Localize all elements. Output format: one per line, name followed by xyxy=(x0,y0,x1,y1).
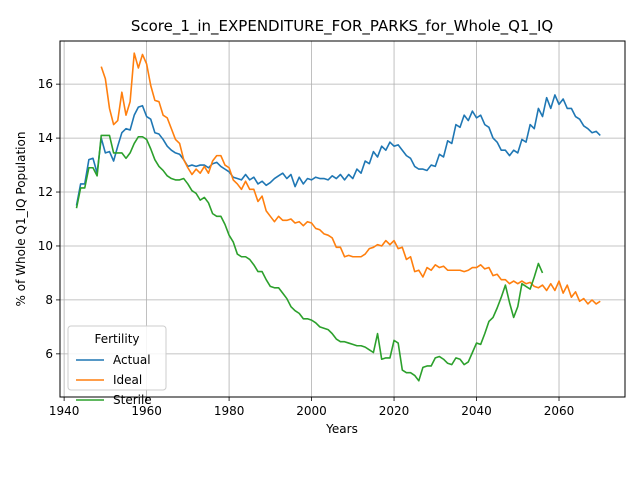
x-tick-label: 1980 xyxy=(214,404,245,418)
y-tick-label: 16 xyxy=(38,77,53,91)
series-line-sterile xyxy=(75,134,544,382)
x-axis-ticks: 1940 1960 1980 2000 2020 2040 2060 xyxy=(49,397,574,418)
y-axis-ticks: 6 8 10 12 14 16 xyxy=(38,77,60,361)
series-line-actual xyxy=(75,94,601,206)
y-axis-label: % of Whole Q1_IQ Population xyxy=(14,132,28,307)
x-tick-label: 2000 xyxy=(296,404,327,418)
legend-label-actual: Actual xyxy=(113,353,151,367)
x-tick-label: 1960 xyxy=(131,404,162,418)
y-tick-label: 10 xyxy=(38,239,53,253)
y-tick-label: 12 xyxy=(38,185,53,199)
legend-label-sterile: Sterile xyxy=(113,393,152,407)
y-tick-label: 8 xyxy=(45,293,53,307)
axes-frame xyxy=(59,40,626,398)
legend-label-ideal: Ideal xyxy=(113,373,142,387)
legend-title: Fertility xyxy=(94,332,139,346)
x-tick-label: 1940 xyxy=(49,404,80,418)
chart-title: Score_1_in_EXPENDITURE_FOR_PARKS_for_Who… xyxy=(131,17,553,36)
y-tick-label: 6 xyxy=(45,347,53,361)
y-tick-label: 14 xyxy=(38,131,53,145)
series-line-ideal xyxy=(100,52,601,305)
x-tick-label: 2020 xyxy=(379,404,410,418)
series-lines xyxy=(75,52,601,382)
legend-box xyxy=(67,325,167,391)
legend: Fertility Actual Ideal Sterile xyxy=(67,325,167,407)
x-tick-label: 2060 xyxy=(544,404,575,418)
x-tick-label: 2040 xyxy=(461,404,492,418)
x-axis-label: Years xyxy=(325,422,358,436)
